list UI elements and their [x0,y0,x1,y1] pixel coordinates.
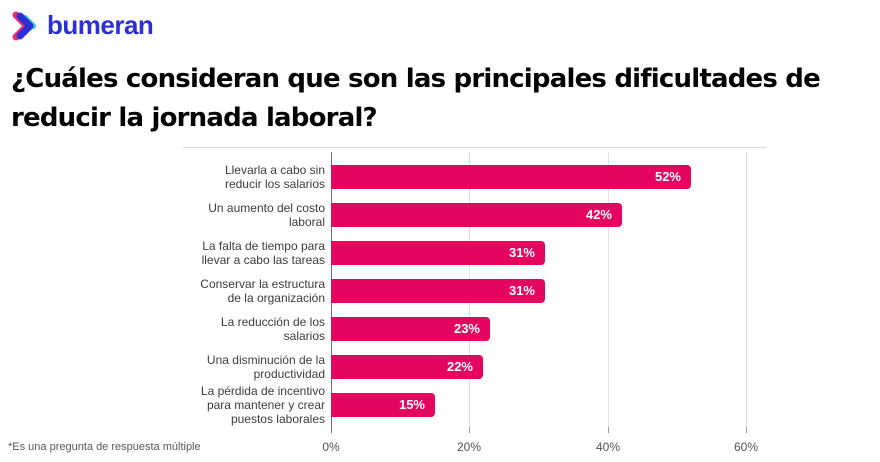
bar-value-label: 31% [508,283,535,298]
bar: 15% [331,393,435,417]
x-axis-tick-label: 60% [733,440,759,454]
chart-row: La falta de tiempo para llevar a cabo la… [0,239,880,267]
footnote: *Es una pregunta de respuesta múltiple [8,441,201,453]
x-axis-tick-label: 40% [595,440,621,454]
category-label: La reducción de los salarios [220,315,325,343]
axis-tick [746,427,747,433]
bar-value-label: 23% [453,321,480,336]
chart-top-border [183,147,766,148]
category-label: Conservar la estructura de la organizaci… [200,277,325,305]
bumeran-chevron-icon [12,11,36,41]
category-label: La falta de tiempo para llevar a cabo la… [201,239,325,267]
axis-tick [469,427,470,433]
bar-value-label: 52% [654,169,681,184]
bar-value-label: 42% [585,207,612,222]
bar: 42% [331,203,622,227]
brand-name: bumeran [47,10,154,40]
bar-value-label: 22% [446,359,473,374]
chart-row: Conservar la estructura de la organizaci… [0,277,880,305]
category-label: La pérdida de incentivo para mantener y … [200,384,325,426]
chart-row: La reducción de los salarios 23% [0,315,880,343]
chart-row: Una disminución de la productividad 22% [0,353,880,381]
category-label: Una disminución de la productividad [206,353,325,381]
bar: 31% [331,241,545,265]
bar-value-label: 31% [508,245,535,260]
category-label: Un aumento del costo laboral [208,201,325,229]
chart-row: La pérdida de incentivo para mantener y … [0,384,880,426]
gridline [746,152,747,427]
x-axis-tick-label: 0% [322,440,340,454]
x-axis-tick-label: 20% [456,440,482,454]
chart-row: Un aumento del costo laboral 42% [0,201,880,229]
gridline [608,152,609,427]
bumeran-logo: bumeran [10,8,154,42]
bar-value-label: 15% [398,397,425,412]
bar: 22% [331,355,483,379]
axis-tick [608,427,609,433]
bar: 23% [331,317,490,341]
bar: 52% [331,165,691,189]
bar: 31% [331,279,545,303]
category-label: Llevarla a cabo sin reducir los salarios [224,163,325,191]
bar-chart: 0% 20% 40% 60% Llevarla a cabo sin reducir … [0,147,880,462]
chart-row: Llevarla a cabo sin reducir los salarios… [0,163,880,191]
page-title: ¿Cuáles consideran que son las principal… [11,64,821,133]
